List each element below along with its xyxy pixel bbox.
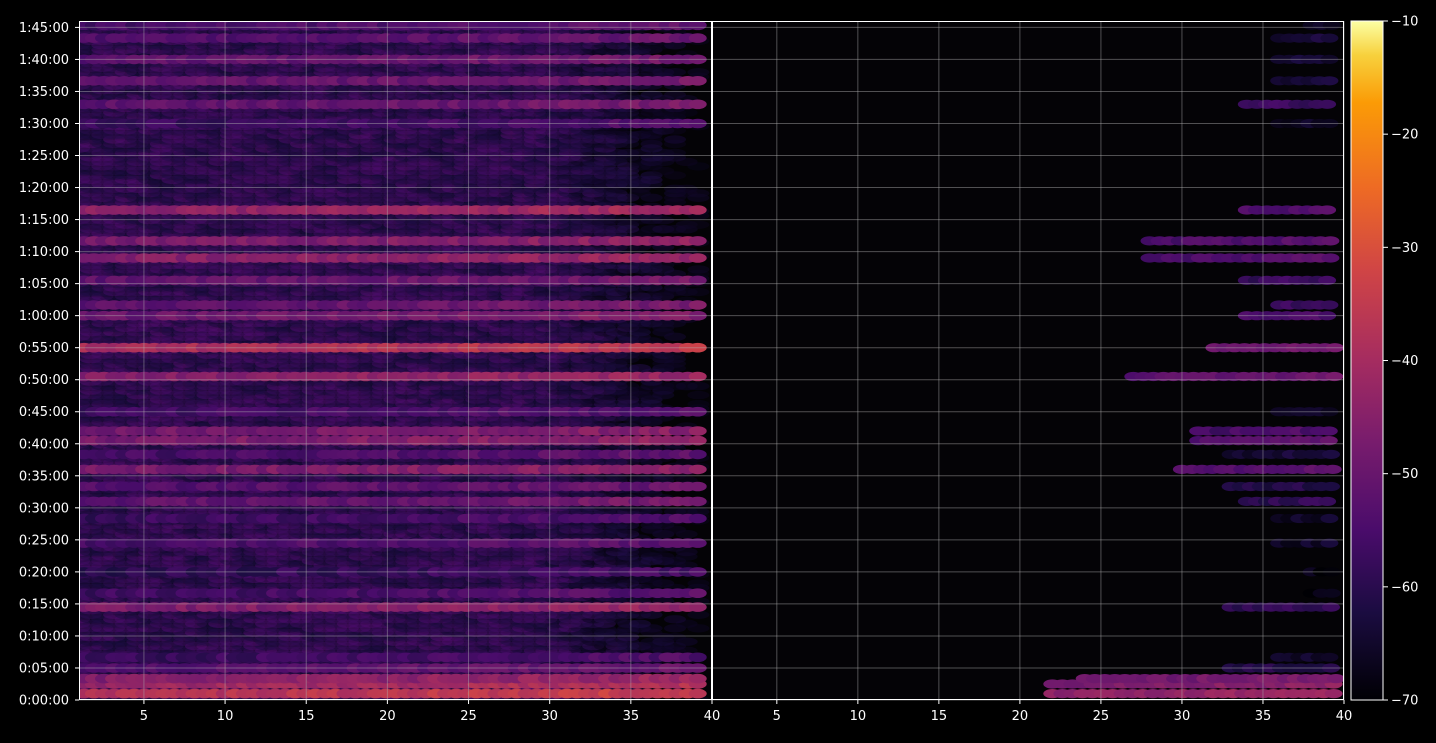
heat-cell bbox=[687, 610, 710, 619]
heat-cell bbox=[664, 615, 686, 624]
heat-cell bbox=[628, 619, 651, 628]
heat-cell bbox=[687, 265, 710, 274]
heat-cell bbox=[687, 390, 710, 400]
heat-cell bbox=[687, 381, 710, 391]
heat-cell bbox=[687, 287, 710, 297]
panel-left-marks bbox=[79, 21, 710, 700]
heat-cell bbox=[687, 507, 710, 516]
heat-cell bbox=[664, 633, 686, 642]
heat-cell bbox=[687, 579, 710, 588]
heat-cell bbox=[628, 364, 651, 373]
